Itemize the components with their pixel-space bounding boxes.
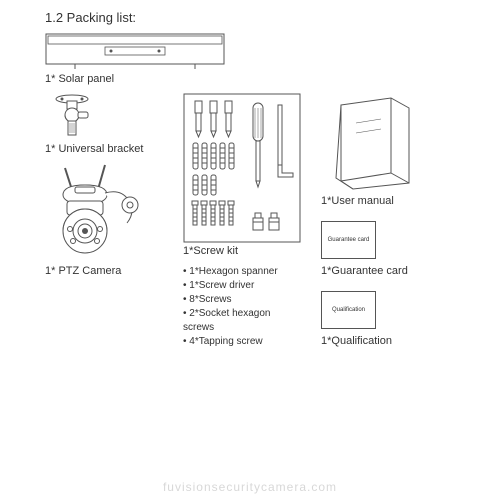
solar-panel-diagram	[45, 33, 465, 71]
guarantee-card-diagram: Guarantee card	[321, 221, 376, 259]
bracket-label: 1* Universal bracket	[45, 143, 165, 155]
guarantee-box-caption: Guarantee card	[328, 237, 370, 243]
ptz-camera-diagram	[45, 163, 165, 263]
bracket-diagram	[45, 93, 165, 141]
screw-item: 8*Screws	[183, 293, 303, 307]
screw-item: 2*Socket hexagon screws	[183, 307, 303, 335]
screw-kit-sublist: 1*Hexagon spanner 1*Screw driver 8*Screw…	[183, 265, 303, 349]
qualification-label: 1*Qualification	[321, 335, 451, 347]
screw-kit-diagram	[183, 93, 303, 243]
screw-item: 1*Hexagon spanner	[183, 265, 303, 279]
qualification-diagram: Qualification	[321, 291, 376, 329]
screw-item: 1*Screw driver	[183, 279, 303, 293]
user-manual-diagram	[321, 93, 451, 193]
solar-panel-label: 1* Solar panel	[45, 73, 465, 85]
guarantee-card-label: 1*Guarantee card	[321, 265, 451, 277]
section-title: 1.2 Packing list:	[45, 10, 465, 25]
user-manual-label: 1*User manual	[321, 195, 451, 207]
screw-kit-label: 1*Screw kit	[183, 245, 303, 257]
ptz-camera-label: 1* PTZ Camera	[45, 265, 165, 277]
screw-item: 4*Tapping screw	[183, 335, 303, 349]
qualification-box-caption: Qualification	[332, 307, 365, 313]
watermark-text: fuvisionsecuritycamera.com	[163, 480, 337, 494]
